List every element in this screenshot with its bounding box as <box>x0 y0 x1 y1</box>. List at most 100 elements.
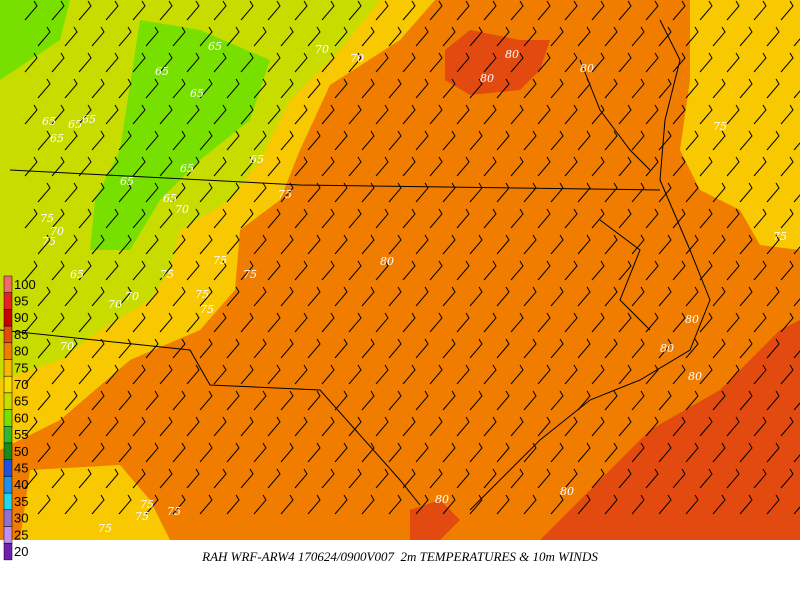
wind-barb <box>64 130 78 151</box>
wind-barb <box>145 182 159 203</box>
wind-barb <box>604 78 618 99</box>
wind-barb <box>793 506 800 515</box>
wind-barb <box>348 156 362 177</box>
wind-barb <box>172 26 186 47</box>
wind-barb <box>483 208 497 229</box>
wind-barb <box>672 364 686 385</box>
wind-barb <box>537 468 551 489</box>
legend-swatch <box>3 309 13 327</box>
wind-barb <box>375 416 389 437</box>
legend-swatch <box>3 325 13 344</box>
wind-barb <box>577 286 591 307</box>
contour-label: 65 <box>190 87 204 100</box>
wind-barb <box>537 208 551 229</box>
wind-barb <box>91 182 105 203</box>
wind-barb <box>172 338 186 359</box>
wind-barb <box>361 234 375 255</box>
wind-barb <box>550 338 564 359</box>
wind-barb <box>159 468 173 489</box>
wind-barb <box>631 182 645 203</box>
contour-label: 75 <box>213 254 227 267</box>
wind-barb <box>753 364 767 385</box>
legend-swatch <box>3 542 13 561</box>
wind-barb <box>712 494 726 515</box>
wind-barb <box>537 416 551 437</box>
contour-label: 65 <box>82 113 96 126</box>
wind-barb <box>321 416 335 437</box>
wind-barb <box>199 442 213 463</box>
wind-barb <box>577 494 591 515</box>
wind-barb <box>631 494 645 515</box>
wind-barb <box>726 208 740 229</box>
wind-barb <box>766 26 780 47</box>
wind-barb <box>442 338 456 359</box>
wind-barb <box>78 468 92 489</box>
state-border <box>0 329 421 506</box>
wind-barb <box>213 52 227 73</box>
wind-barb <box>402 260 416 281</box>
wind-barb <box>685 494 699 515</box>
wind-barb <box>523 494 537 515</box>
wind-barb <box>780 416 794 437</box>
wind-barb <box>388 78 402 99</box>
legend-label: 25 <box>14 527 28 542</box>
legend-swatch <box>3 392 13 410</box>
wind-barb <box>429 52 443 73</box>
wind-barb <box>213 104 227 125</box>
wind-barb <box>564 260 578 281</box>
wind-barb <box>375 364 389 385</box>
wind-barb <box>51 468 65 489</box>
wind-barb <box>226 78 240 99</box>
wind-barb <box>348 312 362 333</box>
contour-label: 80 <box>688 370 702 383</box>
wind-barb <box>159 416 173 437</box>
wind-barb <box>604 390 618 411</box>
wind-barb <box>186 156 200 177</box>
wind-barb <box>91 442 105 463</box>
wind-barb <box>361 442 375 463</box>
wind-barb <box>37 390 51 411</box>
wind-barb <box>388 234 402 255</box>
wind-barb <box>766 494 780 515</box>
wind-barb <box>280 338 294 359</box>
wind-barb <box>186 208 200 229</box>
wind-barb <box>604 494 618 515</box>
wind-barb <box>294 52 308 73</box>
wind-barb <box>145 26 159 47</box>
wind-barb <box>523 130 537 151</box>
wind-barb <box>78 104 92 125</box>
wind-barb <box>118 78 132 99</box>
wind-barb <box>604 286 618 307</box>
wind-barb <box>64 338 78 359</box>
coastline <box>599 219 651 331</box>
wind-barb <box>564 52 578 73</box>
wind-barb <box>550 286 564 307</box>
wind-barb <box>280 286 294 307</box>
wind-barb <box>469 338 483 359</box>
wind-barb <box>753 104 767 125</box>
wind-barb <box>564 468 578 489</box>
wind-barb <box>145 494 159 515</box>
wind-barb <box>483 416 497 437</box>
wind-barb <box>523 234 537 255</box>
wind-barb <box>469 130 483 151</box>
wind-barb <box>105 416 119 437</box>
wind-barb <box>186 0 200 21</box>
wind-barb <box>577 130 591 151</box>
wind-barb <box>132 468 146 489</box>
contour-label: 70 <box>315 43 329 56</box>
wind-barb <box>388 286 402 307</box>
wind-barb <box>712 26 726 47</box>
wind-barb <box>253 78 267 99</box>
contour-label: 75 <box>195 288 209 301</box>
wind-barb <box>658 442 672 463</box>
contour-label: 75 <box>140 498 154 511</box>
wind-barb <box>591 468 605 489</box>
wind-barb <box>64 182 78 203</box>
wind-barb <box>469 78 483 99</box>
wind-barb <box>591 312 605 333</box>
wind-barb <box>267 416 281 437</box>
wind-barb <box>388 338 402 359</box>
wind-barb <box>753 260 767 281</box>
